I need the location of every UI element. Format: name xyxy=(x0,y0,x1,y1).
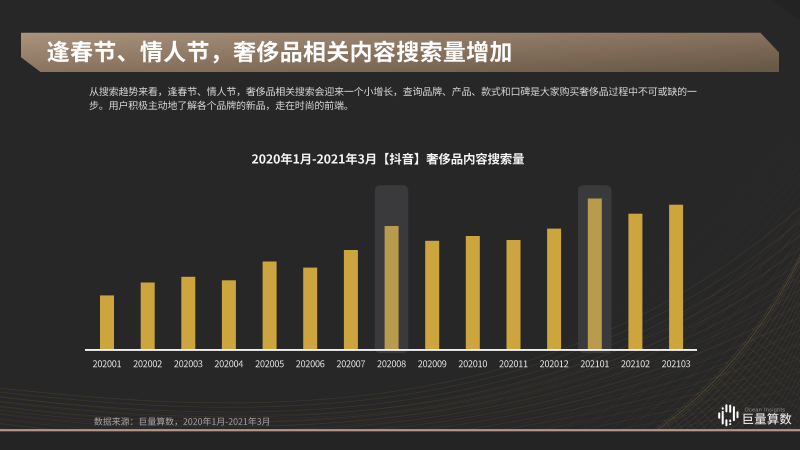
svg-text:Ocean Insights: Ocean Insights xyxy=(745,408,786,414)
